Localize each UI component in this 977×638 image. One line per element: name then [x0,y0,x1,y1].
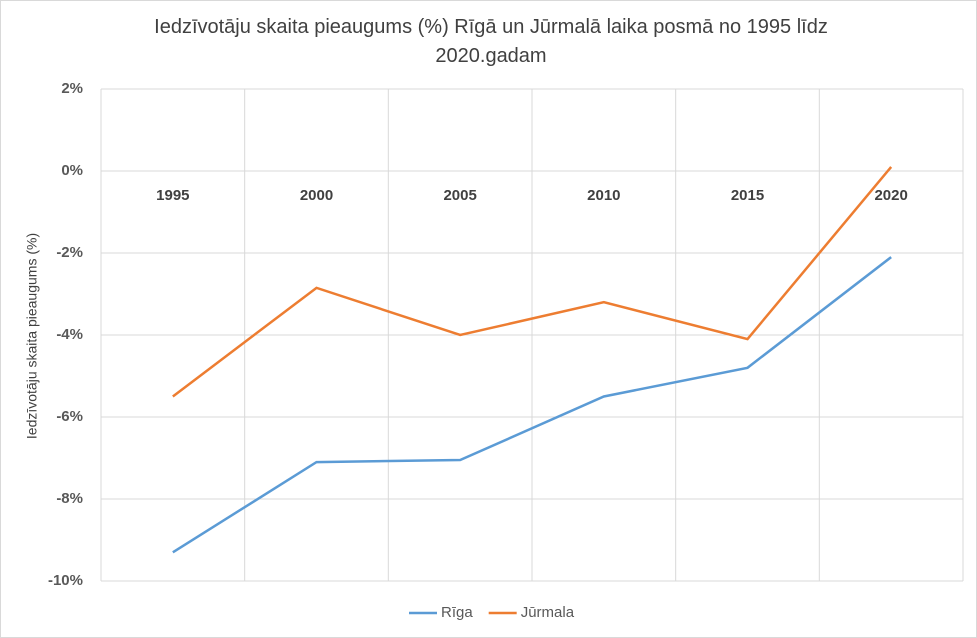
legend-label: Rīga [441,604,473,621]
x-tick-label: 2010 [587,187,620,204]
y-tick-label: -2% [56,244,83,261]
y-tick-label: 0% [61,162,83,179]
x-tick-label: 2020 [874,187,907,204]
y-tick-label: -6% [56,408,83,425]
x-tick-label: 1995 [156,187,189,204]
y-axis-title: Iedzīvotāju skaita pieaugums (%) [24,233,40,439]
legend-label: Jūrmala [521,604,575,621]
chart-title: Iedzīvotāju skaita pieaugums (%) Rīgā un… [154,16,828,67]
x-tick-label: 2015 [731,187,764,204]
y-tick-label: 2% [61,80,83,97]
line-series [172,166,893,398]
y-tick-label: -4% [56,326,83,343]
line-series [172,256,892,554]
y-tick-label: -10% [48,572,83,589]
x-tick-label: 2005 [443,187,476,204]
y-tick-label: -8% [56,490,83,507]
x-tick-label: 2000 [300,187,333,204]
